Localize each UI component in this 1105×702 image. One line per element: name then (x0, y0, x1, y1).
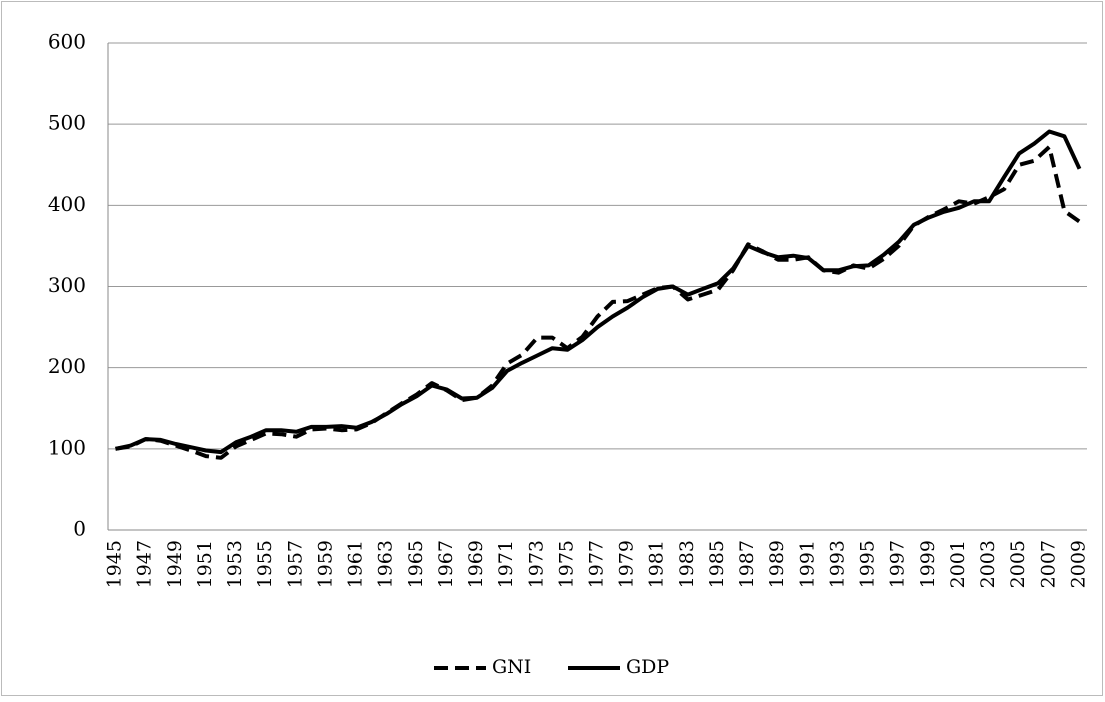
x-tick-label: 1969 (465, 540, 487, 588)
x-tick-label: 1959 (314, 540, 336, 588)
x-tick-label: 1971 (495, 540, 517, 588)
x-tick-label: 1981 (646, 540, 668, 588)
legend-label: GNI (492, 656, 531, 678)
x-tick-label: 2001 (947, 540, 969, 588)
x-tick-label: 1961 (345, 540, 367, 588)
x-tick-label: 1951 (194, 540, 216, 588)
x-tick-label: 1957 (284, 540, 306, 588)
x-tick-label: 1953 (224, 540, 246, 588)
x-tick-label: 1945 (104, 540, 126, 588)
x-tick-label: 1947 (134, 540, 156, 588)
x-tick-label: 1991 (796, 540, 818, 588)
x-tick-label: 2005 (1007, 540, 1029, 588)
x-tick-label: 2009 (1067, 540, 1089, 588)
x-tick-label: 1967 (435, 540, 457, 588)
x-tick-label: 1987 (736, 540, 758, 588)
x-tick-label: 1973 (525, 540, 547, 588)
x-tick-label: 1989 (766, 540, 788, 588)
x-tick-label: 1963 (375, 540, 397, 588)
x-tick-label: 1985 (706, 540, 728, 588)
y-tick-label: 100 (48, 435, 86, 459)
y-tick-label: 600 (48, 30, 86, 54)
x-tick-label: 1979 (616, 540, 638, 588)
x-tick-label: 1965 (405, 540, 427, 588)
x-tick-label: 1949 (164, 540, 186, 588)
y-tick-label: 0 (73, 517, 86, 541)
x-tick-label: 1997 (887, 540, 909, 588)
line-series (115, 129, 1082, 455)
x-tick-label: 1955 (254, 540, 276, 588)
x-tick-label: 1983 (676, 540, 698, 588)
y-tick-label: 200 (48, 354, 86, 378)
x-tick-label: 1977 (586, 540, 608, 588)
x-tick-label: 2003 (977, 540, 999, 588)
y-tick-label: 300 (48, 273, 86, 297)
y-tick-label: 400 (48, 192, 86, 216)
y-tick-label: 500 (48, 111, 86, 135)
x-tick-label: 1993 (826, 540, 848, 588)
x-tick-label: 2007 (1037, 540, 1059, 588)
x-tick-label: 1995 (857, 540, 879, 588)
legend-label: GDP (626, 656, 669, 678)
x-tick-label: 1999 (917, 540, 939, 588)
x-tick-label: 1975 (555, 540, 577, 588)
